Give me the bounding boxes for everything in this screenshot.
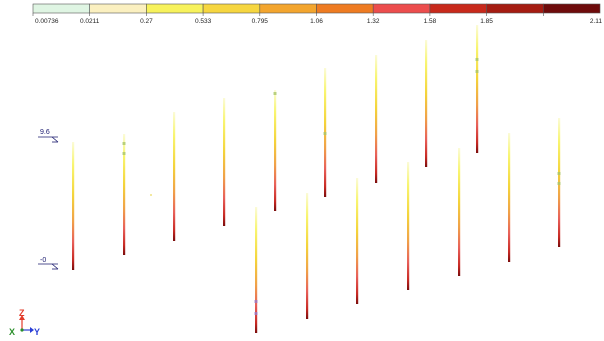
probe-marker (557, 182, 561, 185)
legend-swatch (486, 3, 544, 14)
probe-columns (72, 25, 561, 333)
probe-column[interactable] (306, 193, 309, 319)
legend-swatch (372, 3, 431, 14)
legend-label: 0.795 (252, 18, 269, 25)
x-axis-label: X (9, 327, 15, 337)
probe-marker (475, 58, 479, 61)
legend-swatch (316, 3, 374, 14)
probe-marker (254, 312, 258, 315)
legend-swatch (89, 3, 147, 14)
legend-swatch (32, 3, 91, 14)
level-marker-top: 9.6 (38, 129, 59, 143)
probe-column[interactable] (274, 90, 277, 211)
probe-column[interactable] (476, 25, 479, 153)
color-legend: 0.00736 0.0211 0.27 0.533 0.795 1.06 1.32 1.58 1… (32, 3, 603, 25)
probe-marker (122, 142, 126, 145)
probe-column[interactable] (425, 40, 428, 167)
legend-swatch (202, 3, 261, 14)
legend-label: 0.00736 (35, 18, 59, 25)
legend-label: 1.85 (480, 18, 493, 25)
legend-label: 1.32 (367, 18, 380, 25)
probe-column[interactable] (407, 162, 410, 290)
legend-label: 1.06 (310, 18, 323, 25)
legend-label: 0.533 (195, 18, 212, 25)
y-axis-arrow (30, 327, 34, 333)
stray-point (150, 194, 152, 196)
probe-marker (122, 152, 126, 155)
probe-column[interactable] (173, 112, 176, 241)
legend-label: 1.58 (424, 18, 437, 25)
level-label-bottom: -0 (40, 257, 46, 264)
level-marker-bottom: -0 (38, 257, 59, 270)
probe-column[interactable] (72, 142, 75, 270)
legend-swatch (429, 3, 487, 14)
legend-swatch (259, 3, 317, 14)
z-axis-arrow (19, 315, 25, 320)
probe-marker (475, 70, 479, 73)
legend-swatch (542, 3, 601, 14)
x-axis-dot (20, 328, 24, 332)
level-label-top: 9.6 (40, 129, 50, 136)
z-axis-label: Z (19, 308, 25, 318)
axis-triad[interactable]: Z X Y (9, 308, 40, 337)
probe-marker (273, 92, 277, 95)
probe-column[interactable] (123, 134, 126, 255)
legend-swatch (146, 3, 204, 14)
probe-column[interactable] (223, 98, 226, 226)
y-axis-label: Y (34, 327, 40, 337)
probe-column[interactable] (508, 133, 511, 262)
probe-marker (557, 172, 561, 175)
probe-column[interactable] (255, 207, 258, 333)
legend-label: 2.11 (590, 18, 603, 25)
probe-marker (254, 300, 258, 303)
probe-column[interactable] (458, 148, 461, 276)
probe-column[interactable] (375, 55, 378, 183)
legend-label: 0.0211 (80, 18, 100, 25)
probe-column[interactable] (356, 178, 359, 304)
legend-label: 0.27 (140, 18, 153, 25)
probe-marker (323, 132, 327, 135)
